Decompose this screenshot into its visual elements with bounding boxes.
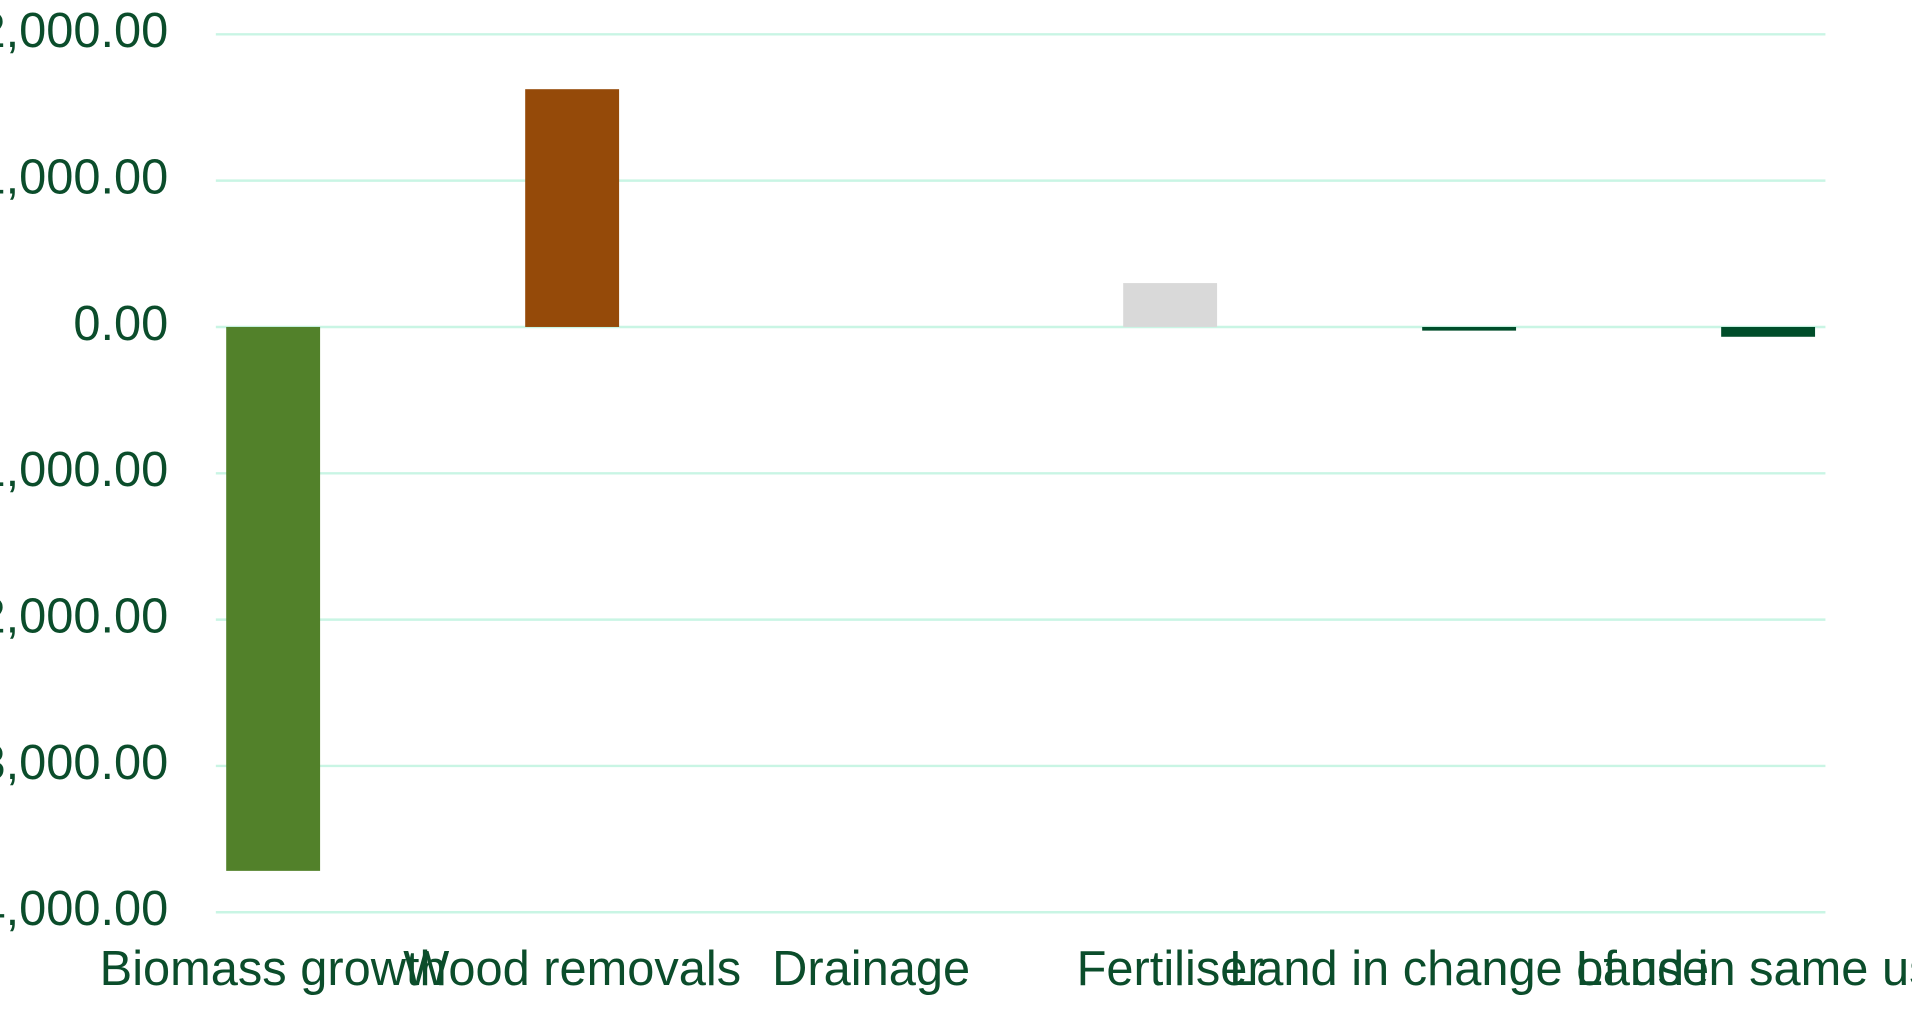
x-tick-label: Land in same use bbox=[1576, 942, 1912, 996]
y-tick-label: 0.00 bbox=[73, 297, 168, 351]
bar bbox=[1123, 283, 1218, 327]
y-tick-label: -3,000.00 bbox=[0, 736, 168, 790]
x-tick-label: Wood removals bbox=[403, 942, 741, 996]
y-tick-label: -1,000.00 bbox=[0, 443, 168, 497]
bar bbox=[1721, 326, 1816, 337]
x-tick-label: Land in change of use bbox=[1229, 942, 1709, 996]
bar bbox=[1422, 326, 1517, 331]
x-tick-label: Fertiliser bbox=[1077, 942, 1264, 996]
x-tick-label: Biomass growth bbox=[100, 942, 447, 996]
bar bbox=[226, 326, 321, 871]
y-tick-label: -2,000.00 bbox=[0, 590, 168, 644]
x-tick-label: Drainage bbox=[772, 942, 970, 996]
y-tick-label: 1,000.00 bbox=[0, 151, 168, 205]
bar bbox=[525, 89, 620, 327]
y-tick-label: -4,000.00 bbox=[0, 882, 168, 936]
y-tick-label: 2,000.00 bbox=[0, 4, 168, 58]
